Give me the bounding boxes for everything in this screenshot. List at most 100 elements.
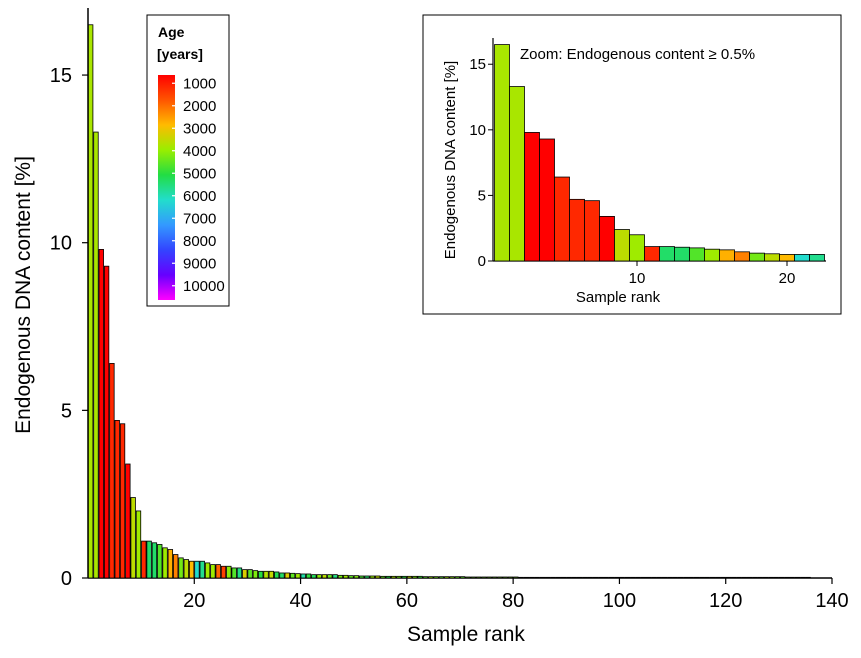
main-bar [141, 540, 147, 579]
main-bar [454, 576, 461, 579]
main-bar [667, 576, 673, 579]
main-bar [778, 576, 785, 579]
legend-title-age: Age [158, 24, 185, 40]
main-bar [752, 576, 758, 579]
main-bar [640, 576, 646, 579]
inset-bar [509, 86, 525, 262]
zoom-inset: 10 20 0 5 10 15 Zoom: Endogenous content ≥ 0.… [422, 14, 842, 315]
inset-x-axis-title: Sample rank [576, 289, 661, 306]
main-bar [608, 576, 615, 579]
main-y-tick-label: 5 [61, 400, 72, 422]
main-bar [555, 576, 561, 579]
main-bar [332, 574, 338, 579]
main-bar [587, 576, 593, 579]
legend-title-unit: [years] [157, 46, 203, 62]
inset-y-tick-label: 15 [469, 56, 486, 73]
main-bar [481, 576, 487, 579]
inset-x-tick-label: 10 [629, 270, 646, 287]
main-bar [417, 575, 423, 579]
inset-y-tick-label: 5 [478, 187, 486, 204]
main-bar [194, 560, 200, 579]
main-bar [210, 564, 216, 579]
main-bar [348, 575, 354, 579]
main-bar [125, 463, 131, 579]
main-bar [513, 576, 519, 579]
main-bar [704, 576, 710, 579]
main-bar [571, 576, 577, 579]
main-bar [459, 576, 466, 579]
main-bar [199, 560, 205, 579]
main-bar [646, 576, 652, 579]
main-bar [624, 576, 631, 579]
inset-bar [779, 254, 795, 262]
main-bar [794, 576, 801, 579]
legend-label: 6000 [183, 188, 216, 205]
main-bar [449, 576, 455, 579]
main-bar [119, 423, 126, 579]
main-bar [550, 576, 556, 579]
age-legend: Age [years] 1000 2000 3000 4000 5000 6000 7000… [146, 14, 230, 307]
main-x-tick-label: 60 [396, 590, 418, 612]
main-bar [529, 576, 535, 579]
main-x-tick-label: 80 [502, 590, 524, 612]
main-bar [311, 574, 317, 579]
main-bar [784, 576, 790, 579]
main-bar [247, 569, 253, 579]
main-x-tick-label: 20 [183, 590, 205, 612]
main-bar [300, 573, 306, 579]
main-bar [146, 540, 152, 579]
main-bar [566, 576, 572, 579]
main-x-tick-label: 100 [603, 590, 636, 612]
main-x-tick-label: 140 [815, 590, 848, 612]
main-bar [93, 131, 99, 579]
main-bar [805, 576, 811, 579]
inset-bar [614, 229, 630, 262]
inset-y-tick-label: 10 [469, 122, 486, 139]
main-bar [289, 572, 296, 579]
main-bar [220, 565, 227, 579]
main-bars [88, 24, 811, 579]
main-bar [757, 576, 763, 579]
main-bar [598, 576, 604, 579]
inset-bar [584, 200, 600, 262]
main-bar [215, 564, 221, 579]
legend-label: 9000 [183, 255, 216, 272]
main-bar [295, 573, 301, 579]
main-bar [263, 570, 269, 579]
main-bar [768, 576, 774, 579]
main-y-tick-label: 0 [61, 568, 72, 590]
inset-bar [644, 246, 660, 262]
main-bar [88, 24, 94, 579]
legend-color-bar [158, 75, 175, 300]
main-bar [98, 249, 104, 579]
main-bar [576, 576, 583, 579]
main-bar [157, 544, 163, 579]
main-bar [773, 576, 779, 579]
main-bar [433, 576, 439, 579]
inset-bar [494, 44, 510, 262]
main-bar [677, 576, 684, 579]
main-x-tick-label: 120 [709, 590, 742, 612]
inset-bar [719, 249, 735, 262]
main-bar [173, 554, 179, 579]
inset-bar [749, 252, 765, 262]
main-bar [236, 567, 243, 579]
inset-bar [689, 247, 705, 262]
main-bar [406, 575, 413, 579]
main-bar [693, 576, 700, 579]
main-bar [518, 576, 524, 579]
main-bar [204, 562, 211, 579]
main-bar [534, 576, 540, 579]
inset-bar [629, 234, 645, 262]
main-bar [656, 576, 662, 579]
main-bar [651, 576, 657, 579]
main-x-tick-label: 40 [289, 590, 311, 612]
main-bar [614, 576, 620, 579]
main-bar [699, 576, 705, 579]
main-y-axis-title: Endogenous DNA content [%] [12, 156, 35, 434]
main-bar [486, 576, 492, 579]
legend-label: 3000 [183, 120, 216, 137]
main-bar [279, 572, 285, 579]
inset-bar [794, 254, 810, 262]
